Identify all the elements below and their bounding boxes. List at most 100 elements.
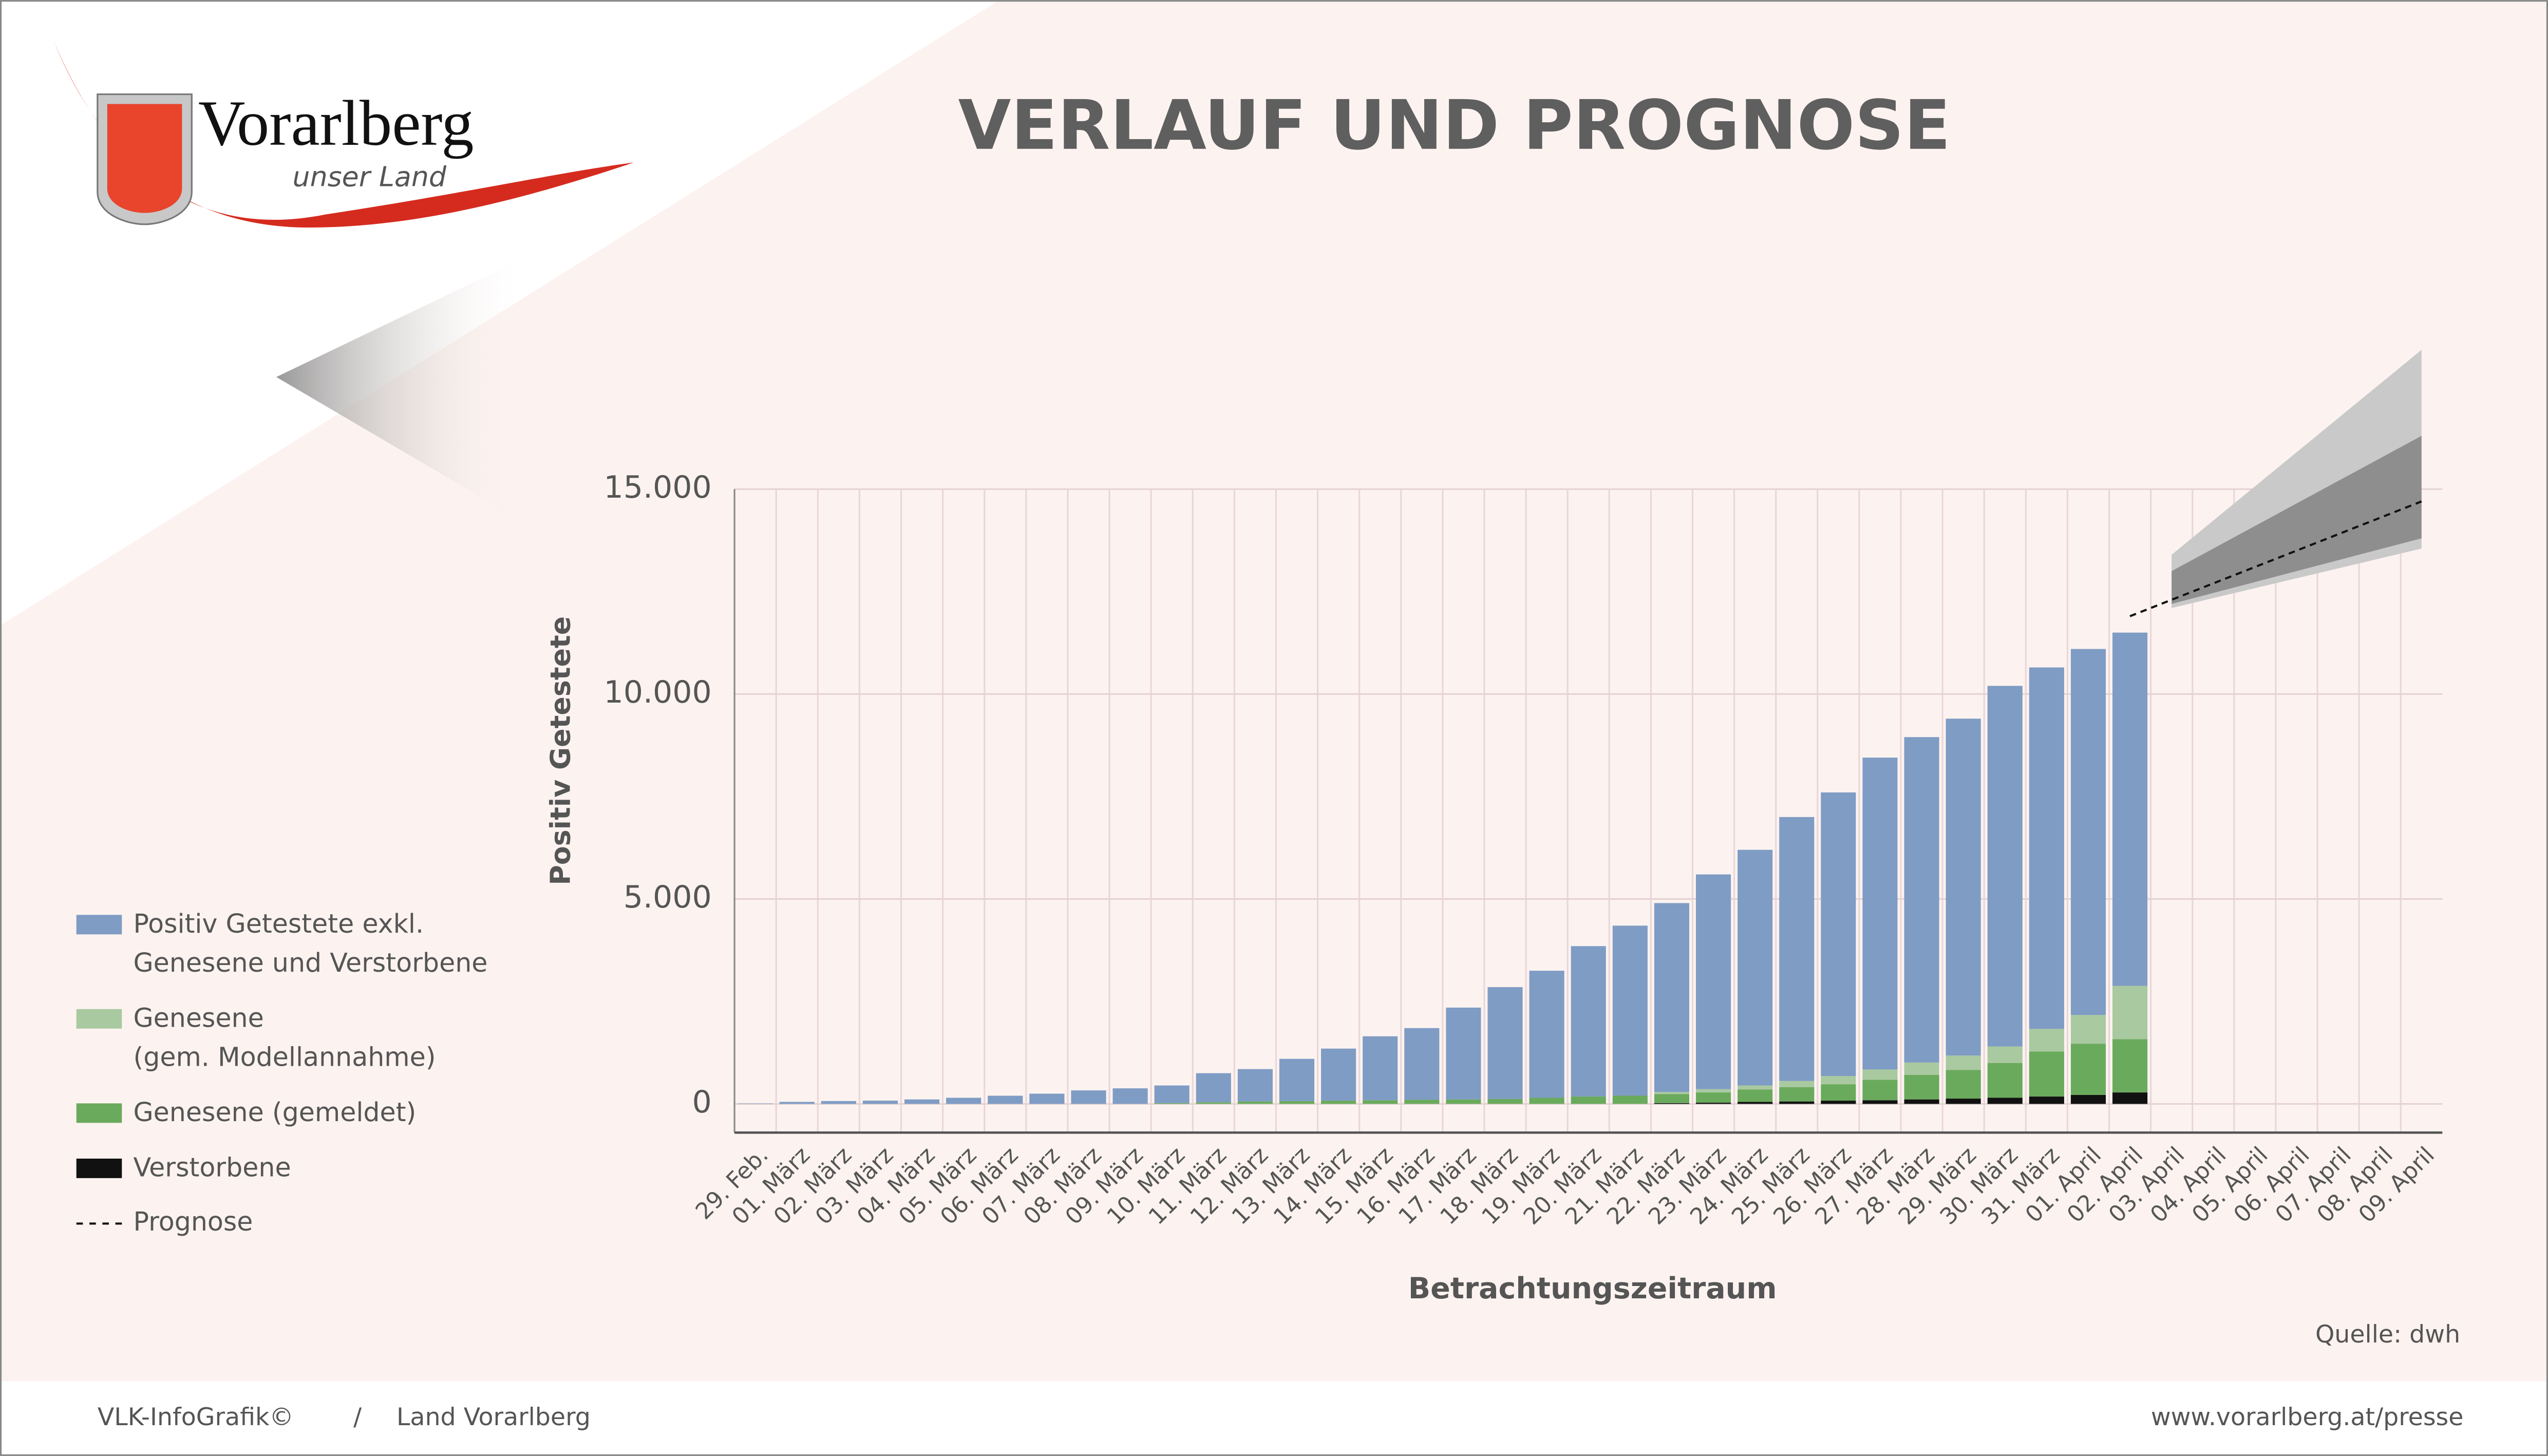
- bar-segment: [1279, 1101, 1315, 1104]
- legend-swatch: [76, 1103, 122, 1123]
- bar-segment: [1904, 1074, 1939, 1100]
- bar-segment: [1154, 1103, 1190, 1104]
- bar-segment: [988, 1095, 1023, 1104]
- logo-shield-inner: [107, 104, 182, 213]
- bar-segment: [1321, 1048, 1356, 1101]
- y-tick-label: 0: [692, 1084, 712, 1120]
- bar-segment: [2070, 649, 2106, 1015]
- legend-swatch: [76, 915, 122, 935]
- legend-item: Positiv Getestete exkl. Genesene und Ver…: [133, 908, 488, 978]
- bar-segment: [1446, 1099, 1481, 1104]
- bar-segment: [1237, 1069, 1273, 1102]
- bar-segment: [779, 1102, 815, 1104]
- bar-segment: [1237, 1101, 1273, 1104]
- bar-segment: [2029, 1096, 2064, 1104]
- bar-segment: [1695, 874, 1731, 1089]
- bar-segment: [1738, 849, 1773, 1086]
- bar-segment: [1571, 1096, 1606, 1104]
- y-tick-label: 15.000: [603, 469, 711, 505]
- bar-segment: [1904, 737, 1939, 1063]
- bar-segment: [821, 1101, 856, 1104]
- bar-segment: [2070, 1044, 2106, 1095]
- bar-segment: [1987, 1098, 2023, 1104]
- bar-segment: [2070, 1094, 2106, 1104]
- bar-segment: [1071, 1090, 1106, 1104]
- bar-segment: [1695, 1089, 1731, 1093]
- bar-segment: [1987, 1046, 2023, 1063]
- bar-segment: [1779, 1087, 1815, 1102]
- bar-segment: [1821, 1084, 1856, 1101]
- bar-segment: [1695, 1103, 1731, 1104]
- legend-swatch: [76, 1158, 122, 1178]
- footer-band: [0, 1381, 2548, 1456]
- y-axis-title: Positiv Getestete: [544, 616, 576, 885]
- bar-segment: [1695, 1092, 1731, 1103]
- bar-segment: [1862, 1069, 1898, 1080]
- bar-segment: [1654, 1094, 1689, 1103]
- legend-label: Positiv Getestete exkl. Genesene und Ver…: [133, 908, 488, 978]
- bar-segment: [2112, 1092, 2148, 1104]
- bar-segment: [1654, 903, 1689, 1092]
- bar-segment: [2112, 1039, 2148, 1093]
- bar-segment: [1487, 987, 1523, 1099]
- bar-segment: [1363, 1100, 1398, 1104]
- bar-segment: [1738, 1089, 1773, 1102]
- legend-swatch: [76, 1009, 122, 1029]
- bar-segment: [1821, 792, 1856, 1076]
- bar-segment: [946, 1098, 982, 1104]
- bar-segment: [1946, 1055, 1981, 1070]
- chart-title: VERLAUF UND PROGNOSE: [958, 86, 1951, 165]
- bar-segment: [1904, 1099, 1939, 1104]
- bar-segment: [1112, 1088, 1148, 1104]
- footer-separator: /: [353, 1403, 362, 1431]
- bar-segment: [1862, 1080, 1898, 1101]
- legend-label: Verstorbene: [133, 1152, 291, 1183]
- bar-segment: [1904, 1062, 1939, 1075]
- bar-segment: [2070, 1015, 2106, 1044]
- bar-segment: [1987, 1063, 2023, 1098]
- bar-segment: [1529, 1098, 1564, 1104]
- bar-segment: [1196, 1102, 1231, 1104]
- bar-segment: [1404, 1028, 1440, 1100]
- y-tick-label: 10.000: [603, 674, 711, 710]
- bar-segment: [2112, 986, 2148, 1039]
- footer-middle: Land Vorarlberg: [397, 1403, 591, 1431]
- legend-label: Genesene (gemeldet): [133, 1096, 417, 1128]
- bar-segment: [1862, 1100, 1898, 1104]
- logo-title: Vorarlberg: [198, 87, 474, 159]
- legend-label: Prognose: [133, 1206, 253, 1237]
- forecast-band: [2172, 436, 2422, 604]
- y-tick-label: 5.000: [624, 879, 712, 915]
- bar-segment: [1779, 1081, 1815, 1087]
- bar-segment: [2112, 632, 2148, 986]
- legend-label: Genesene (gem. Modellannahme): [133, 1003, 436, 1073]
- bar-segment: [1946, 718, 1981, 1056]
- bar-segment: [1612, 1095, 1648, 1104]
- logo-subtitle: unser Land: [293, 161, 447, 193]
- footer-right: www.vorarlberg.at/presse: [2151, 1403, 2464, 1431]
- bar-segment: [1154, 1085, 1190, 1103]
- bar-segment: [1738, 1102, 1773, 1104]
- bar-segment: [1779, 817, 1815, 1081]
- bar-segment: [1654, 1092, 1689, 1094]
- bar-segment: [2029, 1029, 2064, 1052]
- bar-segment: [2029, 667, 2064, 1029]
- bar-segment: [2029, 1051, 2064, 1097]
- bar-segment: [1654, 1103, 1689, 1104]
- bar-segment: [1738, 1085, 1773, 1090]
- shadow-wedge: [276, 260, 520, 520]
- bar-segment: [1821, 1101, 1856, 1104]
- legend-item: Genesene (gemeldet): [133, 1096, 417, 1128]
- x-axis-title: Betrachtungszeitraum: [1408, 1272, 1777, 1306]
- footer-left: VLK-InfoGrafik©: [98, 1403, 294, 1431]
- bar-segment: [1946, 1099, 1981, 1104]
- bar-segment: [1446, 1007, 1481, 1100]
- source: Quelle: dwh: [2315, 1320, 2460, 1349]
- bar-segment: [1487, 1099, 1523, 1104]
- legend-item: Genesene (gem. Modellannahme): [133, 1003, 436, 1073]
- bar-segment: [1987, 686, 2023, 1047]
- bar-segment: [1779, 1101, 1815, 1104]
- bar-segment: [1279, 1058, 1315, 1101]
